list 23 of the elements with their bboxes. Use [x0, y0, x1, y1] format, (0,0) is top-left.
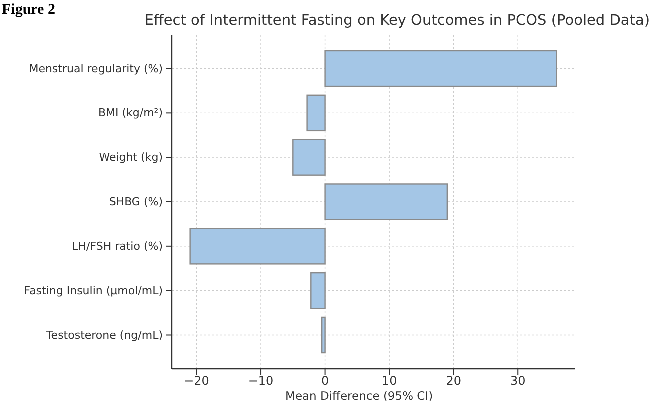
x-tick-label: 0: [321, 374, 330, 388]
x-tick-label: −10: [248, 374, 274, 388]
x-tick-label: 20: [446, 374, 462, 388]
y-tick-label: Testosterone (ng/mL): [45, 328, 163, 342]
bar: [310, 272, 326, 310]
bar: [321, 316, 326, 354]
bar: [306, 94, 326, 132]
y-tick-label: LH/FSH ratio (%): [72, 240, 163, 253]
bar: [292, 139, 326, 176]
x-tick-label: 10: [382, 374, 398, 388]
y-tick-label: Fasting Insulin (µmol/mL): [24, 284, 163, 298]
y-tick-label: BMI (kg/m²): [98, 106, 163, 120]
y-tick-label: SHBG (%): [109, 196, 163, 209]
x-tick-label: 30: [510, 374, 526, 388]
chart-title: Effect of Intermittent Fasting on Key Outcomes in PCOS (Pooled Data): [144, 13, 650, 29]
y-tick-label: Weight (kg): [99, 151, 163, 164]
x-axis-title: Mean Difference (95% CI): [286, 389, 434, 403]
bar: [324, 50, 558, 88]
bar: [324, 184, 448, 220]
caption: Figure 2: [2, 2, 56, 18]
bar: [190, 228, 326, 265]
x-tick-label: −20: [184, 374, 210, 388]
y-tick-label: Menstrual regularity (%): [29, 62, 163, 76]
